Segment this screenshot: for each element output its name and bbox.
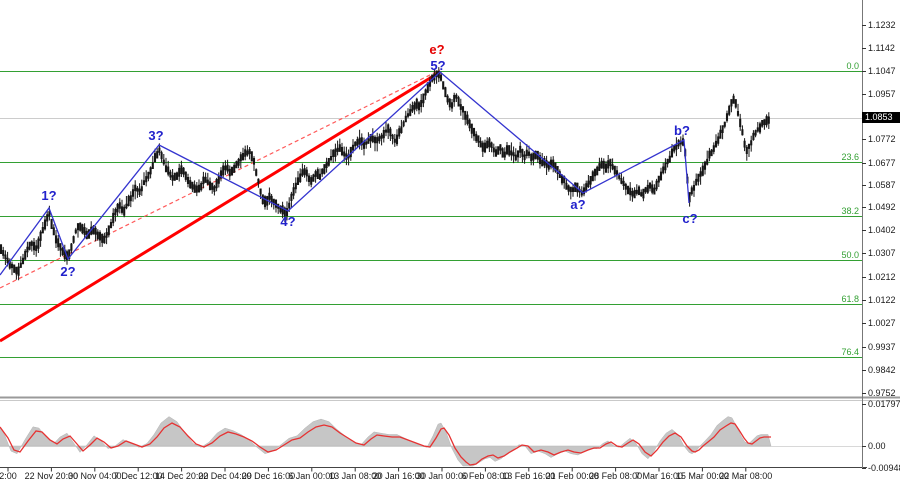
wave-label-5: 5?: [430, 58, 445, 73]
oscillator-tick-label: 0.00: [868, 441, 886, 451]
oscillator-panel: [0, 416, 862, 467]
time-label: 2:00: [0, 471, 17, 481]
fib-level-label: 23.6: [841, 152, 859, 162]
wave-lines[interactable]: [0, 71, 690, 276]
time-label: 21 Feb 00:00: [546, 471, 599, 481]
price-tick-label: 1.1047: [868, 66, 896, 76]
wave-label-b: b?: [674, 123, 690, 138]
time-label: 13 Feb 16:00: [502, 471, 555, 481]
current-price-tag: 1.0853: [862, 112, 900, 123]
time-label: 22 Mar 08:00: [719, 471, 772, 481]
price-tick-label: 1.1232: [868, 20, 896, 30]
price-tick-label: 1.0307: [868, 248, 896, 258]
time-label: 7 Dec 12:00: [114, 471, 163, 481]
time-label: 14 Dec 20:00: [155, 471, 209, 481]
price-tick-label: 1.0402: [868, 225, 896, 235]
price-tick-label: 1.0677: [868, 158, 896, 168]
time-label: 30 Jan 00:00: [416, 471, 468, 481]
time-label: 7 Mar 16:00: [635, 471, 683, 481]
price-tick-label: 1.0492: [868, 202, 896, 212]
time-label: 29 Dec 16:00: [242, 471, 296, 481]
time-label: 6 Feb 08:00: [461, 471, 509, 481]
wave-label-c: c?: [682, 211, 697, 226]
price-tick-label: 0.9842: [868, 365, 896, 375]
time-label: 15 Mar 00:00: [676, 471, 729, 481]
wave-label-1: 1?: [41, 188, 56, 203]
time-label: 6 Jan 00:00: [288, 471, 335, 481]
wave-label-a: a?: [570, 197, 585, 212]
fib-level-label: 50.0: [841, 250, 859, 260]
fib-level-label: 61.8: [841, 294, 859, 304]
price-tick-label: 0.9752: [868, 388, 896, 398]
oscillator-tick-label: 0.01797: [868, 399, 900, 409]
wave-label-e: e?: [429, 42, 444, 57]
fib-level-label: 0.0: [846, 61, 859, 71]
price-tick-label: 1.0772: [868, 134, 896, 144]
panel-separators: [0, 396, 900, 468]
oscillator-histogram: [0, 416, 772, 467]
fib-level-label: 38.2: [841, 206, 859, 216]
oscillator-signal-line: [0, 422, 771, 466]
wave-label-4: 4?: [280, 214, 295, 229]
trendlines[interactable]: [0, 69, 441, 343]
price-tick-label: 1.1142: [868, 43, 895, 53]
wave-label-3: 3?: [148, 128, 163, 143]
fibonacci-levels[interactable]: 0.0 23.6 38.2 50.0 61.8 76.4: [0, 61, 862, 358]
time-label: 22 Dec 04:00: [198, 471, 252, 481]
fib-level-label: 76.4: [841, 347, 859, 357]
elliott-wave-line[interactable]: [0, 71, 690, 276]
dashed-trendline: [0, 69, 441, 289]
price-tick-label: 1.0027: [868, 318, 896, 328]
price-tick-label: 1.0587: [868, 180, 896, 190]
price-tick-label: 1.0957: [868, 89, 896, 99]
time-label: 22 Nov 20:00: [25, 471, 79, 481]
wave-label-2: 2?: [60, 264, 75, 279]
oscillator-tick-label: -0.00948: [868, 463, 900, 473]
price-axis[interactable]: 1.1232 1.1142 1.1047 1.0957 1.0772 1.0677 1.05…: [862, 0, 900, 473]
price-tick-label: 1.0122: [868, 295, 896, 305]
price-tick-label: 1.0212: [868, 272, 896, 282]
time-label: 13 Jan 08:00: [329, 471, 381, 481]
main-trendline: [0, 70, 441, 343]
wave-labels[interactable]: 1? 2? 3? 4? 5?e? a? b? c?: [41, 42, 697, 279]
time-label: 20 Jan 16:00: [373, 471, 425, 481]
time-label: 28 Feb 08:00: [589, 471, 642, 481]
price-tick-label: 0.9937: [868, 342, 896, 352]
time-label: 30 Nov 04:00: [68, 471, 122, 481]
